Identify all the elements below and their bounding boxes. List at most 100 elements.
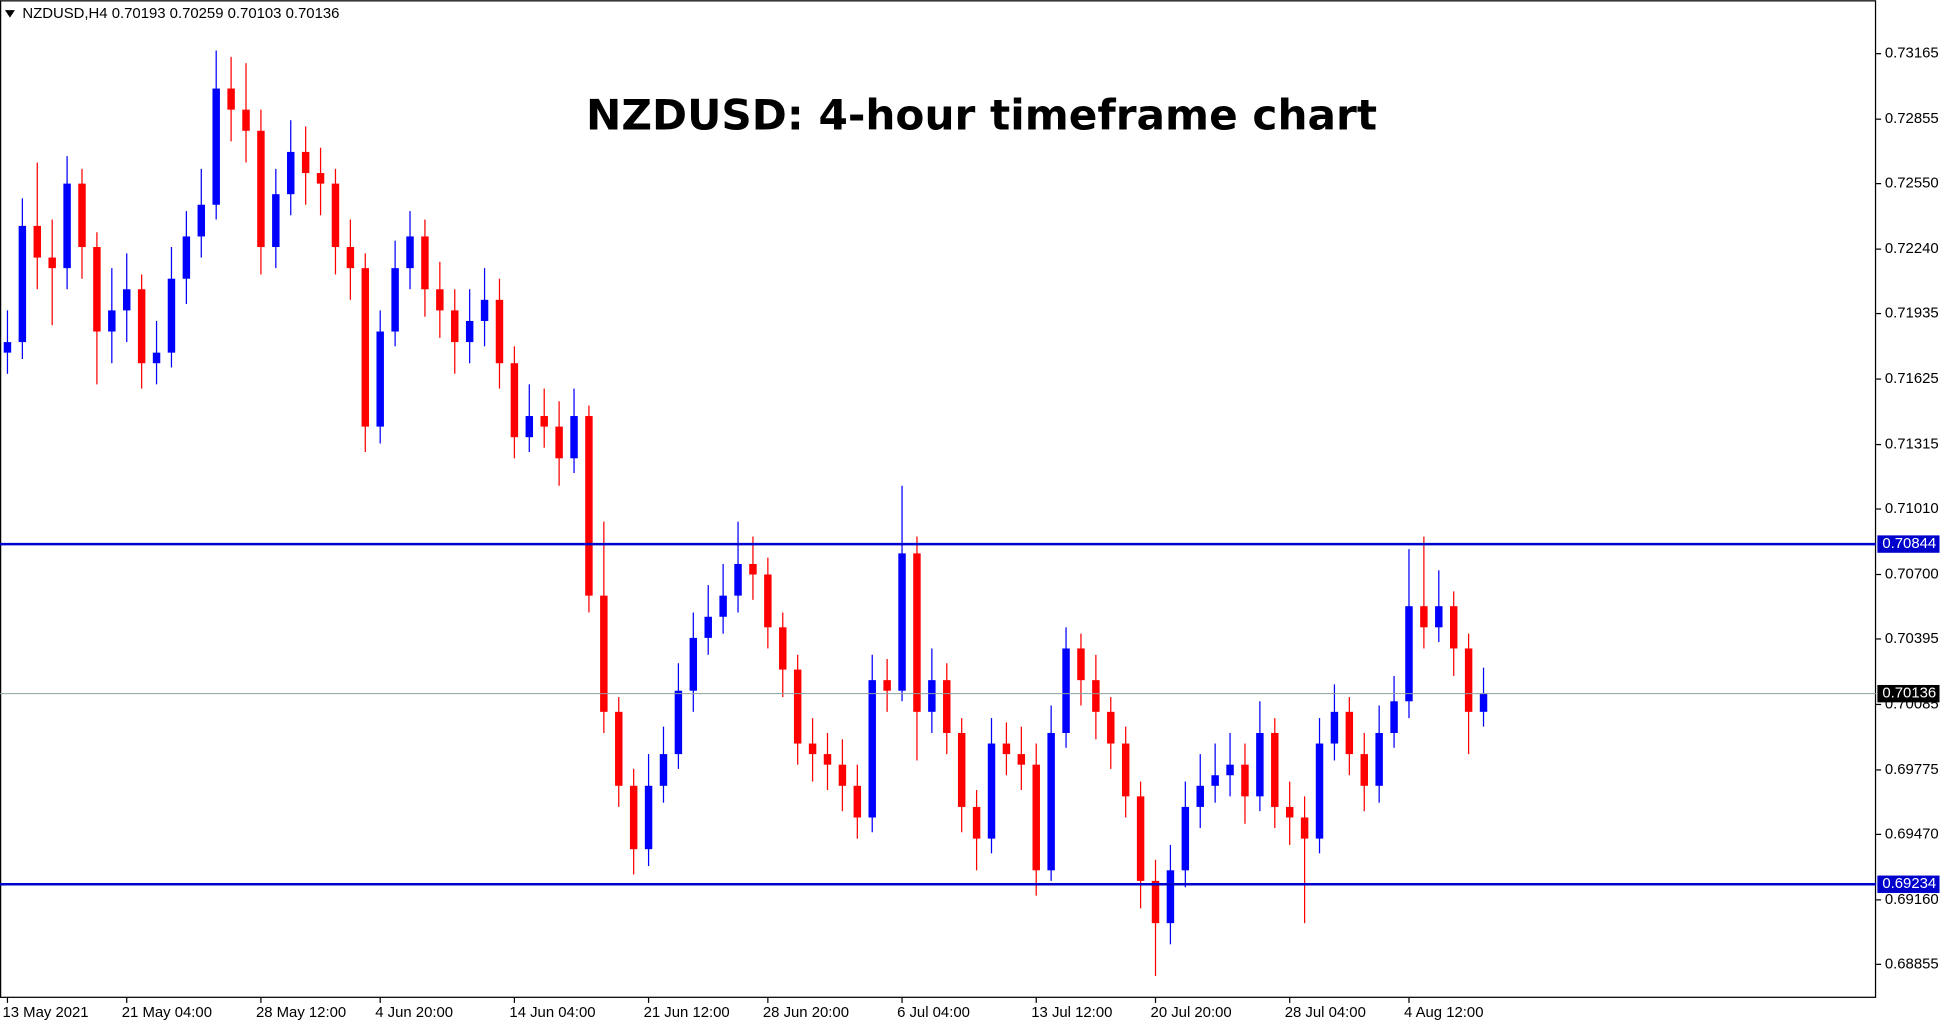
candle-body — [242, 109, 250, 131]
candle-body — [152, 352, 161, 364]
candle-body — [913, 553, 921, 712]
x-tick-label: 21 May 04:00 — [122, 1005, 212, 1021]
candle-body — [1464, 648, 1473, 712]
candle-body — [123, 289, 131, 311]
candle-body — [704, 616, 712, 638]
candle-body — [764, 574, 772, 628]
x-tick-label: 28 May 12:00 — [256, 1005, 346, 1021]
level-label: 0.70844 — [1882, 536, 1936, 552]
candle-body — [1121, 743, 1130, 797]
candle-body — [585, 416, 593, 596]
candle-body — [421, 236, 429, 290]
candle-body — [465, 320, 474, 343]
y-tick-label: 0.71625 — [1885, 371, 1939, 387]
candle-body — [197, 204, 206, 237]
candle-body — [346, 247, 355, 269]
candle-body — [987, 743, 996, 839]
candle-body — [510, 363, 519, 438]
candle-body — [898, 553, 906, 691]
candle-body — [436, 289, 444, 311]
candle-body — [1271, 732, 1279, 807]
last-price-label: 0.70136 — [1882, 686, 1936, 702]
candle-body — [808, 743, 817, 755]
candle-body — [734, 563, 742, 596]
last-price-box — [1877, 684, 1940, 703]
candle-body — [1345, 711, 1354, 755]
candle-body — [615, 711, 623, 786]
candle-body — [1032, 764, 1040, 871]
x-tick-label: 4 Aug 12:00 — [1404, 1005, 1484, 1021]
candle-body — [1181, 806, 1190, 871]
candle-body — [1062, 648, 1070, 733]
candle-body — [1479, 693, 1488, 712]
candle-body — [257, 130, 265, 248]
candle-body — [316, 173, 325, 184]
candle-body — [108, 310, 116, 332]
candle-body — [555, 426, 563, 459]
x-tick-label: 28 Jul 04:00 — [1285, 1005, 1366, 1021]
candle-body — [272, 194, 280, 248]
candle-body — [1256, 732, 1264, 797]
y-tick-label: 0.72550 — [1885, 176, 1939, 192]
candle-body — [48, 257, 56, 269]
y-tick-label: 0.71010 — [1885, 501, 1939, 517]
level-label: 0.69234 — [1882, 876, 1936, 892]
y-tick-label: 0.69775 — [1885, 762, 1939, 778]
candle-body — [779, 627, 787, 670]
candle-body — [659, 754, 668, 786]
candle-body — [1136, 796, 1145, 881]
candle-body — [1211, 775, 1219, 786]
x-tick-label: 14 Jun 04:00 — [509, 1005, 595, 1021]
y-tick-label: 0.73165 — [1885, 46, 1939, 62]
candle-body — [1420, 606, 1428, 628]
candle-body — [212, 88, 220, 205]
candle-body — [957, 732, 966, 807]
candle-body — [1285, 806, 1294, 818]
candle-body — [1017, 754, 1026, 765]
candle-body — [928, 680, 936, 712]
candle-body — [674, 690, 683, 755]
y-tick-label: 0.72855 — [1885, 111, 1939, 127]
candle-body — [1107, 711, 1115, 744]
candle-body — [1375, 732, 1383, 786]
candle-body — [301, 151, 310, 174]
candle-body — [883, 680, 891, 691]
candle-body — [137, 289, 146, 364]
y-tick-label: 0.69470 — [1885, 826, 1939, 842]
candle-body — [1166, 870, 1175, 924]
y-tick-label: 0.70395 — [1885, 631, 1939, 647]
candle-body — [1151, 880, 1160, 924]
candle-body — [361, 268, 370, 427]
candle-body — [1196, 785, 1204, 807]
candle-body — [719, 595, 727, 617]
candle-body — [838, 764, 847, 786]
x-tick-label: 21 Jun 12:00 — [644, 1005, 730, 1021]
symbol-info: NZDUSD,H4 0.70193 0.70259 0.70103 0.7013… — [22, 6, 339, 22]
candle-body — [525, 416, 534, 438]
candle-body — [1077, 648, 1085, 681]
candle-body — [18, 225, 27, 343]
candle-body — [480, 299, 489, 321]
y-tick-label: 0.68855 — [1885, 956, 1939, 972]
candle-body — [644, 785, 653, 850]
candle-body — [629, 785, 638, 850]
candle-body — [600, 595, 608, 712]
candle-body — [823, 754, 832, 765]
candle-body — [78, 183, 86, 248]
candle-body — [376, 331, 384, 427]
candle-body — [1435, 606, 1443, 628]
candle-body — [1405, 606, 1413, 702]
y-tick-label: 0.72240 — [1885, 241, 1939, 257]
candle-body — [943, 680, 951, 733]
candle-body — [1449, 606, 1458, 649]
level-box — [1877, 875, 1940, 893]
x-tick-label: 13 Jul 12:00 — [1031, 1005, 1112, 1021]
candle-body — [540, 416, 548, 427]
candle-body — [406, 236, 414, 269]
candle-body — [287, 151, 295, 195]
level-box — [1877, 535, 1940, 553]
candle-body — [182, 236, 191, 279]
y-tick-label: 0.70700 — [1885, 566, 1939, 582]
x-tick-label: 28 Jun 20:00 — [763, 1005, 849, 1021]
candle-body — [3, 342, 12, 353]
